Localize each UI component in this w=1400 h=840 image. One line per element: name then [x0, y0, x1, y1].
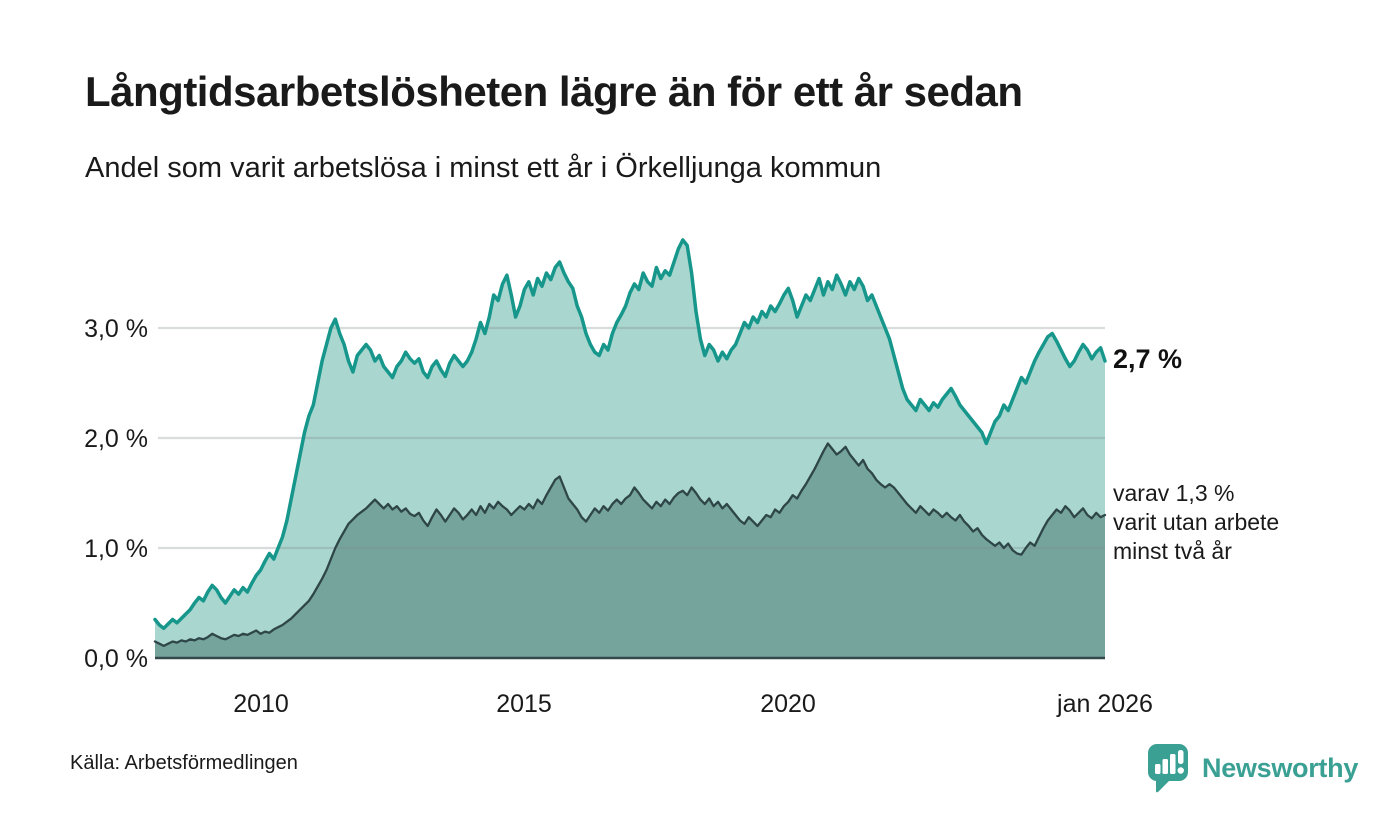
- two-year-share-annotation: varav 1,3 % varit utan arbete minst två …: [1113, 479, 1279, 566]
- source-credit: Källa: Arbetsförmedlingen: [70, 752, 298, 774]
- x-axis-label-2010: 2010: [233, 690, 289, 718]
- latest-total-value-label: 2,7 %: [1113, 344, 1183, 374]
- x-axis-label-2020: 2020: [760, 690, 816, 718]
- chart-subtitle: Andel som varit arbetslösa i minst ett å…: [85, 152, 882, 184]
- y-axis-label-1: 1,0 %: [84, 535, 148, 563]
- series-line-total: [153, 238, 1107, 631]
- y-axis-label-3: 3,0 %: [84, 315, 148, 343]
- newsworthy-speech-bubble-bar-chart-icon: [1148, 744, 1188, 793]
- annotation-line-3: minst två år: [1113, 538, 1232, 564]
- series-line-two-year: [153, 442, 1107, 648]
- x-axis-label-2015: 2015: [496, 690, 552, 718]
- annotation-line-1: varav 1,3 %: [1113, 480, 1235, 506]
- y-axis-label-0: 0,0 %: [84, 645, 148, 673]
- newsworthy-wordmark: Newsworthy: [1202, 752, 1359, 783]
- x-axis-label-2026: jan 2026: [1056, 690, 1153, 718]
- area-fill-two-year: [155, 443, 1105, 658]
- page-title: Långtidsarbetslösheten lägre än för ett …: [85, 68, 1023, 115]
- y-axis-label-2: 2,0 %: [84, 425, 148, 453]
- newsworthy-logo: Newsworthy: [1146, 742, 1358, 794]
- annotation-line-2: varit utan arbete: [1113, 509, 1280, 535]
